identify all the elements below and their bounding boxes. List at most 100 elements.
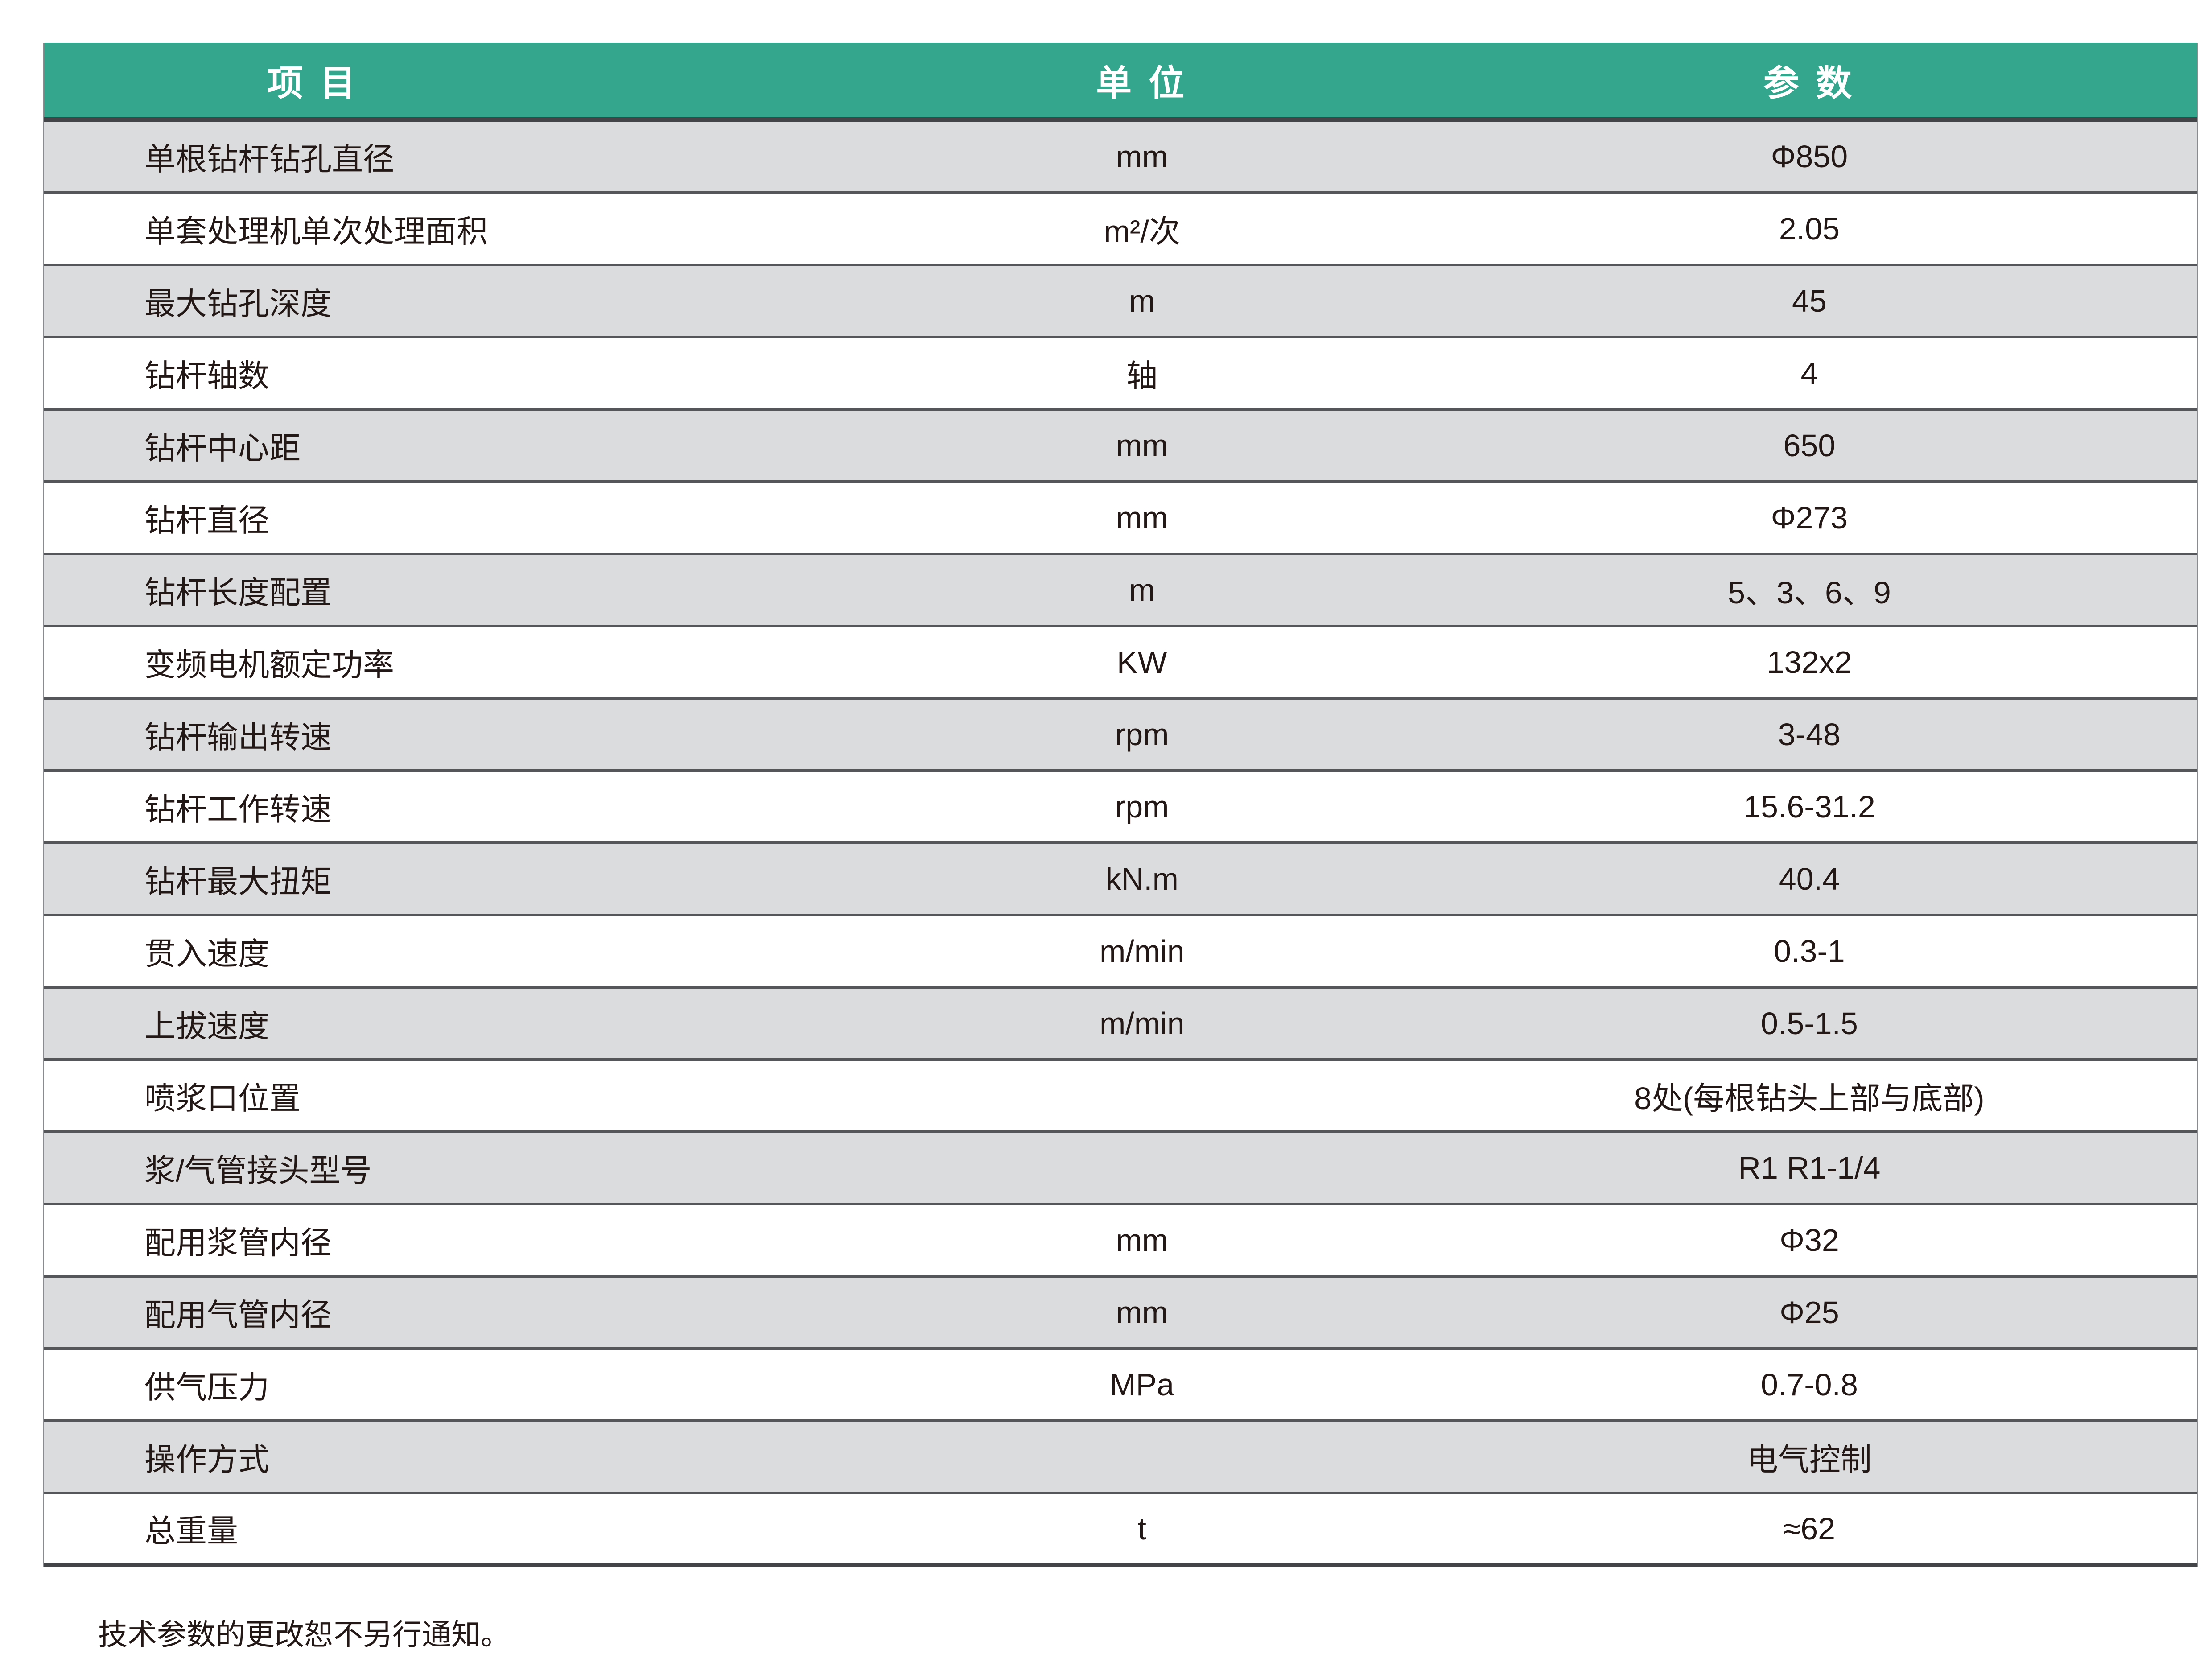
row-item-cell: 配用气管内径 — [44, 1290, 862, 1335]
table-row: 钻杆工作转速 rpm 15.6-31.2 — [44, 772, 2197, 844]
row-unit-text: KW — [1116, 645, 1167, 680]
row-value-text: 132x2 — [1767, 645, 1852, 680]
row-value-text: 0.3-1 — [1774, 934, 1845, 969]
row-unit-text: m/min — [1099, 934, 1185, 969]
row-item-text: 最大钻孔深度 — [144, 286, 332, 321]
row-unit-cell: m — [862, 572, 1422, 608]
row-value-cell: Φ273 — [1422, 500, 2197, 536]
row-value-text: ≈62 — [1783, 1511, 1836, 1546]
footer-note: 技术参数的更改恕不另行通知。 — [98, 1618, 510, 1651]
row-item-cell: 钻杆工作转速 — [44, 784, 862, 829]
row-value-text: 4 — [1800, 356, 1818, 391]
row-unit-cell: rpm — [862, 717, 1422, 752]
row-unit-cell: MPa — [862, 1367, 1422, 1402]
row-item-cell: 操作方式 — [44, 1435, 862, 1480]
row-value-cell: 5、3、6、9 — [1422, 568, 2197, 613]
table-row: 钻杆最大扭矩 kN.m 40.4 — [44, 844, 2197, 916]
row-item-cell: 上拔速度 — [44, 1001, 862, 1046]
table-body: 单根钻杆钻孔直径 mm Φ850 单套处理机单次处理面积 m²/次 2.05 最… — [44, 122, 2197, 1567]
row-unit-cell: mm — [862, 428, 1422, 463]
row-unit-text: rpm — [1115, 717, 1169, 752]
row-item-text: 单套处理机单次处理面积 — [144, 214, 488, 249]
row-item-text: 钻杆最大扭矩 — [144, 864, 332, 899]
row-value-cell: 45 — [1422, 283, 2197, 319]
row-item-text: 配用浆管内径 — [144, 1225, 332, 1260]
row-item-cell: 贯入速度 — [44, 929, 862, 974]
row-value-cell: R1 R1-1/4 — [1422, 1150, 2197, 1186]
row-value-text: 0.7-0.8 — [1760, 1367, 1858, 1402]
table-row: 上拔速度 m/min 0.5-1.5 — [44, 989, 2197, 1061]
row-item-text: 钻杆输出转速 — [144, 719, 332, 755]
row-value-text: 3-48 — [1778, 717, 1841, 752]
row-unit-text: kN.m — [1105, 862, 1178, 896]
table-header: 项 目 单 位 参 数 — [44, 43, 2197, 122]
row-unit-text: 轴 — [1126, 358, 1158, 393]
row-unit-cell: kN.m — [862, 861, 1422, 897]
row-item-cell: 配用浆管内径 — [44, 1218, 862, 1263]
row-unit-text: m — [1129, 573, 1155, 607]
table-row: 钻杆直径 mm Φ273 — [44, 483, 2197, 555]
row-item-cell: 单根钻杆钻孔直径 — [44, 134, 862, 179]
table-row: 配用浆管内径 mm Φ32 — [44, 1205, 2197, 1278]
row-unit-text: mm — [1116, 139, 1168, 174]
row-unit-cell: m²/次 — [862, 206, 1422, 252]
row-value-cell: 电气控制 — [1422, 1435, 2197, 1480]
row-item-text: 单根钻杆钻孔直径 — [144, 141, 394, 177]
table-row: 变频电机额定功率 KW 132x2 — [44, 627, 2197, 700]
row-value-cell: Φ850 — [1422, 139, 2197, 174]
row-unit-cell: t — [862, 1511, 1422, 1547]
header-unit-label: 单 位 — [1096, 63, 1188, 103]
row-unit-cell: rpm — [862, 789, 1422, 825]
table-row: 总重量 t ≈62 — [44, 1494, 2197, 1567]
row-value-cell: 8处(每根钻头上部与底部) — [1422, 1073, 2197, 1118]
row-item-cell: 最大钻孔深度 — [44, 279, 862, 324]
row-item-cell: 钻杆轴数 — [44, 351, 862, 396]
row-item-text: 供气压力 — [144, 1369, 269, 1405]
row-value-text: 45 — [1792, 284, 1827, 318]
row-unit-cell: mm — [862, 500, 1422, 536]
row-value-text: 15.6-31.2 — [1743, 789, 1875, 824]
row-item-text: 钻杆长度配置 — [144, 575, 332, 610]
row-value-cell: 4 — [1422, 355, 2197, 391]
row-unit-text: MPa — [1110, 1367, 1174, 1402]
row-unit-text: mm — [1116, 428, 1168, 463]
table-row: 操作方式 电气控制 — [44, 1422, 2197, 1494]
header-item-label: 项 目 — [267, 63, 359, 103]
row-item-text: 贯入速度 — [144, 936, 269, 971]
row-unit-text: mm — [1116, 500, 1168, 535]
row-item-text: 操作方式 — [144, 1442, 269, 1477]
row-item-cell: 浆/气管接头型号 — [44, 1146, 862, 1191]
row-unit-cell: mm — [862, 139, 1422, 174]
row-unit-cell: mm — [862, 1295, 1422, 1330]
row-unit-text: mm — [1116, 1295, 1168, 1330]
row-item-text: 配用气管内径 — [144, 1297, 332, 1332]
row-value-cell: 15.6-31.2 — [1422, 789, 2197, 825]
table-row: 最大钻孔深度 m 45 — [44, 266, 2197, 338]
row-value-cell: 3-48 — [1422, 717, 2197, 752]
row-item-cell: 变频电机额定功率 — [44, 640, 862, 685]
header-value-label: 参 数 — [1763, 63, 1856, 103]
row-value-cell: 650 — [1422, 428, 2197, 463]
row-unit-cell: m/min — [862, 1006, 1422, 1041]
row-item-text: 总重量 — [144, 1514, 238, 1548]
row-value-cell: 132x2 — [1422, 644, 2197, 680]
row-value-text: 0.5-1.5 — [1760, 1006, 1858, 1041]
row-value-cell: 0.5-1.5 — [1422, 1006, 2197, 1041]
row-value-cell: Φ32 — [1422, 1222, 2197, 1258]
table-row: 供气压力 MPa 0.7-0.8 — [44, 1350, 2197, 1422]
row-item-text: 喷浆口位置 — [144, 1081, 301, 1116]
table-row: 钻杆轴数 轴 4 — [44, 338, 2197, 411]
row-value-text: R1 R1-1/4 — [1738, 1151, 1881, 1185]
row-unit-text: m²/次 — [1104, 214, 1180, 249]
row-unit-text: t — [1137, 1511, 1146, 1546]
row-value-cell: 2.05 — [1422, 211, 2197, 247]
row-item-text: 钻杆轴数 — [144, 358, 269, 393]
row-value-text: Φ273 — [1771, 500, 1848, 535]
row-item-text: 钻杆中心距 — [144, 430, 301, 466]
row-value-text: 650 — [1783, 428, 1836, 463]
row-value-text: Φ25 — [1779, 1295, 1839, 1330]
row-value-text: 5、3、6、9 — [1728, 575, 1891, 610]
row-unit-cell: 轴 — [862, 351, 1422, 396]
row-value-cell: 0.3-1 — [1422, 933, 2197, 969]
